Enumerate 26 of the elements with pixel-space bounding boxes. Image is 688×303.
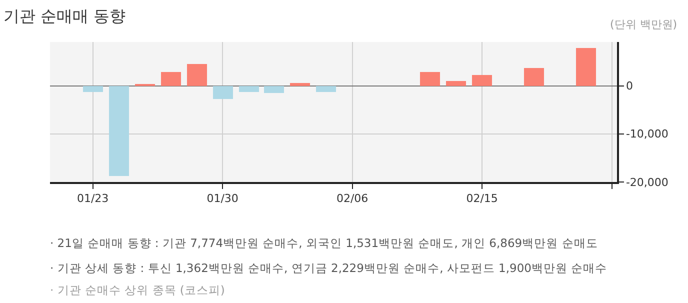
x-tick-label: 02/15 — [466, 192, 498, 205]
y-tick-label: -20,000 — [626, 176, 668, 189]
bar — [576, 48, 596, 86]
bar — [290, 83, 310, 86]
text: · 기관 상세 동향 : 투신 1,362백만원 순매수, 연기금 2,229백만원 순매수, 사모펀드 1,900백만원 순매수 — [50, 261, 608, 275]
y-tick-label: -10,000 — [626, 128, 668, 141]
text: · 21일 순매매 동향 : 기관 7,774백만원 순매수, 외국인 1,531백만원 순매도, 개인 6,869백만원 순매도 — [50, 236, 598, 250]
bar — [83, 86, 103, 92]
x-tick-label: 01/30 — [206, 192, 238, 205]
chart-title: 기관 순매매 동향 — [3, 6, 126, 26]
bar — [420, 72, 440, 86]
x-tick-label: 02/06 — [336, 192, 368, 205]
text: · 기관 순매수 상위 종목 (코스피) — [50, 283, 225, 297]
bar — [446, 81, 466, 86]
y-tick-label: 0 — [626, 80, 633, 93]
bar — [472, 75, 492, 86]
bar — [316, 86, 336, 92]
bar — [524, 68, 544, 86]
bar — [264, 86, 284, 93]
bar — [187, 64, 207, 86]
chart-subtitle: (단위 백만원) — [610, 18, 678, 31]
bar — [213, 86, 233, 99]
bar — [239, 86, 259, 92]
bar — [109, 86, 129, 176]
x-tick-label: 01/23 — [76, 192, 109, 205]
bar — [161, 72, 181, 86]
